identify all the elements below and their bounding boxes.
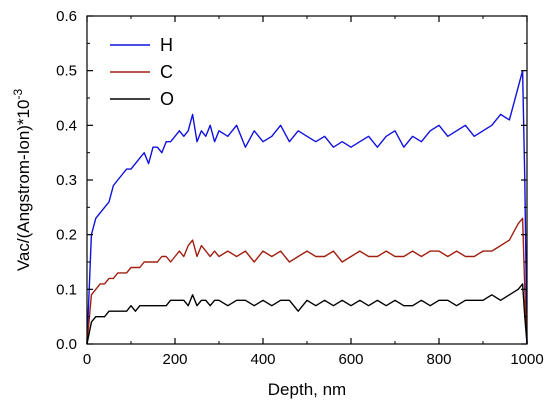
series-line-C xyxy=(86,217,528,345)
legend-label-C: C xyxy=(160,62,173,82)
y-tick-label: 0.4 xyxy=(56,117,77,134)
x-tick-label: 600 xyxy=(338,351,363,368)
y-tick-label: 0.2 xyxy=(56,227,77,244)
tick-labels: 0 200 400 600 800 1000 0.0 0.1 0.2 0.3 0.4 0.5 0.6 xyxy=(56,8,544,368)
axis-ticks xyxy=(86,15,528,345)
legend-label-H: H xyxy=(160,35,173,55)
y-tick-label: 0.1 xyxy=(56,281,77,298)
y-tick-label: 0.6 xyxy=(56,8,77,25)
y-tick-label: 0.0 xyxy=(56,336,77,353)
y-tick-label: 0.3 xyxy=(56,172,77,189)
legend: HCO xyxy=(110,35,174,109)
plot-frame xyxy=(86,15,528,345)
y-axis-title: Vac/(Angstrom-Ion)*10-3 xyxy=(11,89,33,272)
series-line-H xyxy=(86,69,528,345)
x-tick-label: 0 xyxy=(83,351,91,368)
x-tick-label: 1000 xyxy=(510,351,543,368)
y-axis-title-main: Vac/(Angstrom-Ion)*10 xyxy=(14,100,33,272)
x-tick-label: 400 xyxy=(250,351,275,368)
y-tick-label: 0.5 xyxy=(56,63,77,80)
plot-lines xyxy=(86,69,528,345)
legend-label-O: O xyxy=(160,89,174,109)
x-tick-label: 200 xyxy=(162,351,187,368)
x-tick-label: 800 xyxy=(426,351,451,368)
x-axis-title: Depth, nm xyxy=(268,380,346,399)
y-axis-title-exponent: -3 xyxy=(11,89,25,100)
series-line-O xyxy=(86,283,528,345)
